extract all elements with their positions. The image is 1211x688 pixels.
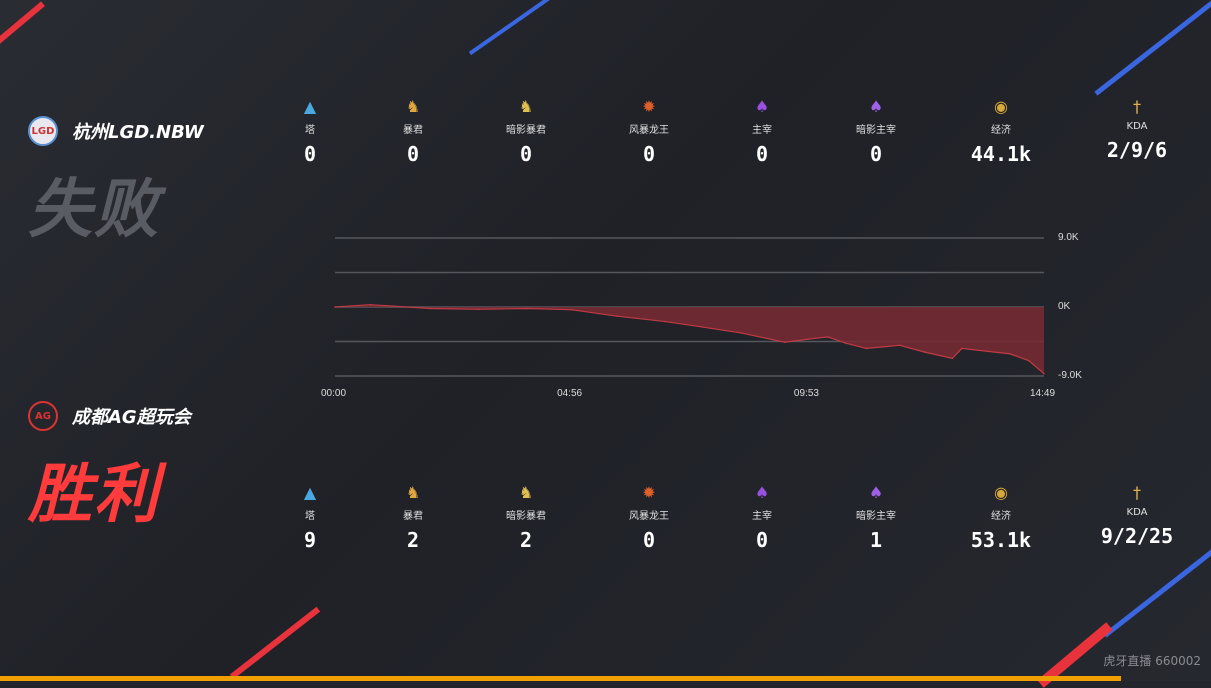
stat-label: 经济 [991,125,1011,136]
result-lose: 失败 [28,173,160,247]
stat-value: 9 [303,528,317,552]
y-tick-label: 9.0K [1058,232,1079,243]
stat-label: 暴君 [403,511,423,522]
stat-value: 0 [642,142,656,166]
stat-value: 44.1k [970,142,1032,166]
y-tick-label: -9.0K [1058,370,1082,381]
stat-value: 0 [519,142,533,166]
stat-value: 0 [642,528,656,552]
overlord-icon: ♠ [754,483,770,502]
stat-2: ♞ 暗影暴君 2 [466,483,586,552]
overlord-icon: ♠ [754,97,770,116]
stat-3: ✹ 风暴龙王 0 [589,483,709,552]
stat-value: 1 [869,528,883,552]
gold-coin-icon: ◉ [994,483,1008,502]
stat-value: 0 [406,142,420,166]
stat-1: ♞ 暴君 2 [353,483,473,552]
x-tick-label: 14:49 [1030,388,1056,399]
stat-label: 风暴龙王 [629,511,669,522]
stat-label: 暗影暴君 [506,125,546,136]
stat-value: 2 [519,528,533,552]
team-name: 杭州LGD.NBW [72,122,204,143]
team-logo-ag: AG [28,401,58,431]
stat-label: 经济 [991,511,1011,522]
stat-label: 塔 [305,511,315,522]
y-tick-label: 0K [1058,301,1071,312]
stat-label: KDA [1126,121,1148,132]
stat-label: 塔 [305,125,315,136]
shadow-overlord-icon: ♠ [868,97,884,116]
stat-label: 主宰 [752,511,772,522]
tyrant-icon: ♞ [405,483,421,502]
stat-1: ♞ 暴君 0 [353,97,473,166]
team-lgd: LGD 杭州LGD.NBW [28,116,204,146]
x-tick-label: 04:56 [557,388,583,399]
stat-label: 暴君 [403,125,423,136]
stat-5: ♠ 暗影主宰 0 [816,97,936,166]
stat-value: 9/2/25 [1100,524,1174,548]
tower-icon: ▲ [303,97,317,116]
stat-label: 风暴龙王 [629,125,669,136]
stat-7: † KDA 9/2/25 [1077,483,1197,548]
tyrant-icon: ♞ [405,97,421,116]
stat-value: 53.1k [970,528,1032,552]
stat-label: 主宰 [752,125,772,136]
team-ag: AG 成都AG超玩会 [28,401,191,431]
team-name: 成都AG超玩会 [72,407,191,428]
storm-dragon-icon: ✹ [642,483,656,502]
stat-value: 0 [755,528,769,552]
stat-label: 暗影暴君 [506,511,546,522]
stat-6: ◉ 经济 44.1k [941,97,1061,166]
stat-label: KDA [1126,507,1148,518]
stat-label: 暗影主宰 [856,511,896,522]
stat-5: ♠ 暗影主宰 1 [816,483,936,552]
stat-0: ▲ 塔 9 [250,483,370,552]
shadow-overlord-icon: ♠ [868,483,884,502]
stat-7: † KDA 2/9/6 [1077,97,1197,162]
stat-value: 0 [303,142,317,166]
shadow-tyrant-icon: ♞ [518,97,534,116]
stat-value: 0 [869,142,883,166]
x-tick-label: 00:00 [321,388,347,399]
stat-value: 2/9/6 [1106,138,1168,162]
stat-6: ◉ 经济 53.1k [941,483,1061,552]
storm-dragon-icon: ✹ [642,97,656,116]
stat-value: 2 [406,528,420,552]
sword-icon: † [1133,97,1141,116]
team-logo-lgd: LGD [28,116,58,146]
stat-0: ▲ 塔 0 [250,97,370,166]
stat-4: ♠ 主宰 0 [702,483,822,552]
tower-icon: ▲ [303,483,317,502]
video-progress-bar[interactable] [0,676,1121,681]
x-tick-label: 09:53 [793,388,819,399]
gold-coin-icon: ◉ [994,97,1008,116]
stat-4: ♠ 主宰 0 [702,97,822,166]
sword-icon: † [1133,483,1141,502]
stat-2: ♞ 暗影暴君 0 [466,97,586,166]
watermark: 虎牙直播 660002 [1103,654,1201,668]
stat-value: 0 [755,142,769,166]
result-win: 胜利 [28,458,160,532]
stat-3: ✹ 风暴龙王 0 [589,97,709,166]
shadow-tyrant-icon: ♞ [518,483,534,502]
stat-label: 暗影主宰 [856,125,896,136]
